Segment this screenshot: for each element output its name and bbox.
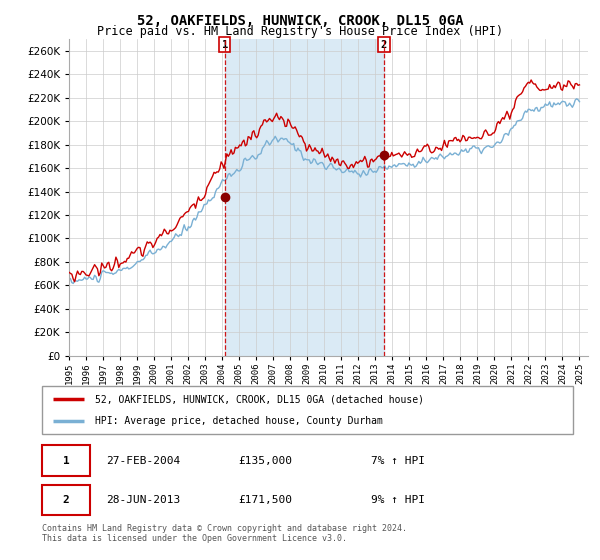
Text: 28-JUN-2013: 28-JUN-2013 xyxy=(106,495,180,505)
Text: 1: 1 xyxy=(62,455,69,465)
Text: 2: 2 xyxy=(380,40,387,50)
FancyBboxPatch shape xyxy=(42,485,90,515)
Bar xyxy=(225,39,384,356)
Text: 9% ↑ HPI: 9% ↑ HPI xyxy=(371,495,425,505)
Text: 2: 2 xyxy=(62,495,69,505)
FancyBboxPatch shape xyxy=(42,445,90,475)
Text: 1: 1 xyxy=(221,40,228,50)
Text: 7% ↑ HPI: 7% ↑ HPI xyxy=(371,455,425,465)
Text: £135,000: £135,000 xyxy=(238,455,292,465)
Text: Contains HM Land Registry data © Crown copyright and database right 2024.
This d: Contains HM Land Registry data © Crown c… xyxy=(42,524,407,543)
Text: 52, OAKFIELDS, HUNWICK, CROOK, DL15 0GA (detached house): 52, OAKFIELDS, HUNWICK, CROOK, DL15 0GA … xyxy=(95,394,424,404)
Text: HPI: Average price, detached house, County Durham: HPI: Average price, detached house, Coun… xyxy=(95,416,383,426)
Text: 27-FEB-2004: 27-FEB-2004 xyxy=(106,455,180,465)
Text: £171,500: £171,500 xyxy=(238,495,292,505)
Text: Price paid vs. HM Land Registry's House Price Index (HPI): Price paid vs. HM Land Registry's House … xyxy=(97,25,503,38)
Text: 52, OAKFIELDS, HUNWICK, CROOK, DL15 0GA: 52, OAKFIELDS, HUNWICK, CROOK, DL15 0GA xyxy=(137,14,463,28)
